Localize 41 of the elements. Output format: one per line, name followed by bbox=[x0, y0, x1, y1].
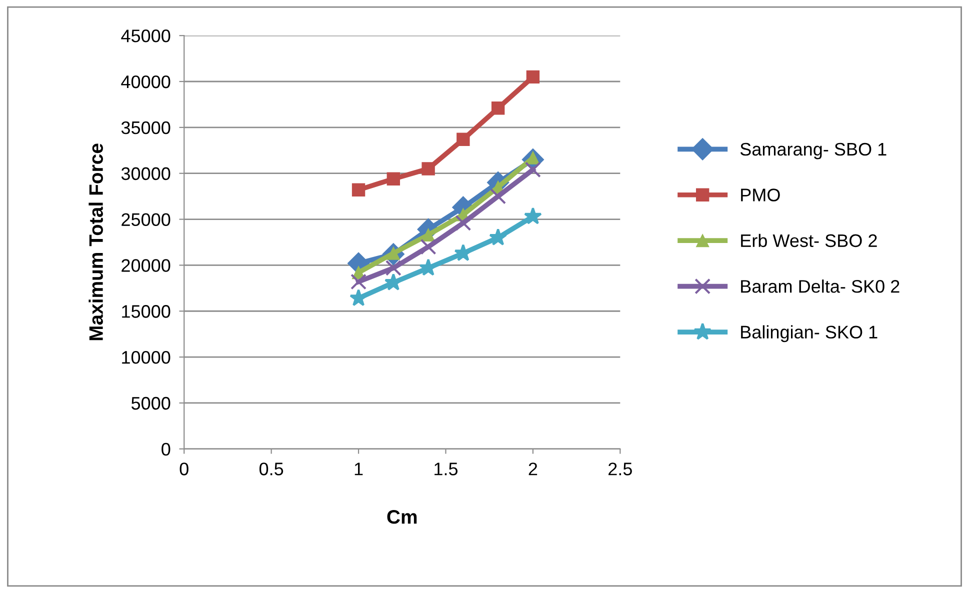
y-tick-label: 35000 bbox=[121, 121, 170, 134]
point bbox=[454, 244, 472, 262]
legend-label: Samarang- SBO 1 bbox=[740, 142, 886, 160]
y-tick-label: 40000 bbox=[121, 75, 170, 88]
y-tick-label: 15000 bbox=[122, 305, 170, 318]
x-tick-label: 2 bbox=[528, 462, 538, 476]
x-tick-label: 2.5 bbox=[608, 462, 632, 476]
point bbox=[490, 188, 506, 204]
point bbox=[456, 132, 470, 146]
y-tick-label: 5000 bbox=[131, 396, 170, 410]
point bbox=[526, 70, 540, 84]
point bbox=[386, 172, 400, 186]
y-tick-label: 20000 bbox=[122, 259, 170, 272]
point bbox=[524, 162, 541, 178]
x-tick-label: 0.5 bbox=[259, 462, 284, 476]
legend-label: Balingian- SKO 1 bbox=[741, 325, 878, 342]
x-axis-title: Cm bbox=[387, 510, 417, 524]
point bbox=[524, 207, 542, 224]
x-tick-label: 1.5 bbox=[434, 462, 458, 476]
point bbox=[491, 102, 505, 115]
legend-label: PMO bbox=[741, 188, 780, 202]
x-tick-label: 1 bbox=[354, 462, 363, 476]
point bbox=[350, 288, 368, 306]
point bbox=[350, 274, 367, 290]
y-tick-label: 30000 bbox=[121, 167, 170, 180]
point bbox=[422, 228, 435, 242]
y-tick-label: 0 bbox=[162, 442, 170, 456]
point bbox=[422, 162, 435, 176]
legend-label: Baram Delta- SK0 2 bbox=[741, 280, 900, 293]
y-axis-title: Maximum Total Force bbox=[88, 144, 103, 340]
point bbox=[385, 260, 402, 276]
legend-label: Erb West- SBO 2 bbox=[741, 234, 877, 248]
point bbox=[352, 183, 366, 196]
y-tick-label: 25000 bbox=[122, 213, 170, 226]
x-tick-label: 0 bbox=[180, 462, 188, 476]
point bbox=[489, 228, 508, 246]
y-tick-label: 10000 bbox=[122, 350, 170, 364]
point bbox=[384, 273, 402, 290]
point bbox=[455, 214, 472, 231]
y-tick-label: 45000 bbox=[121, 30, 170, 42]
point bbox=[420, 238, 436, 255]
